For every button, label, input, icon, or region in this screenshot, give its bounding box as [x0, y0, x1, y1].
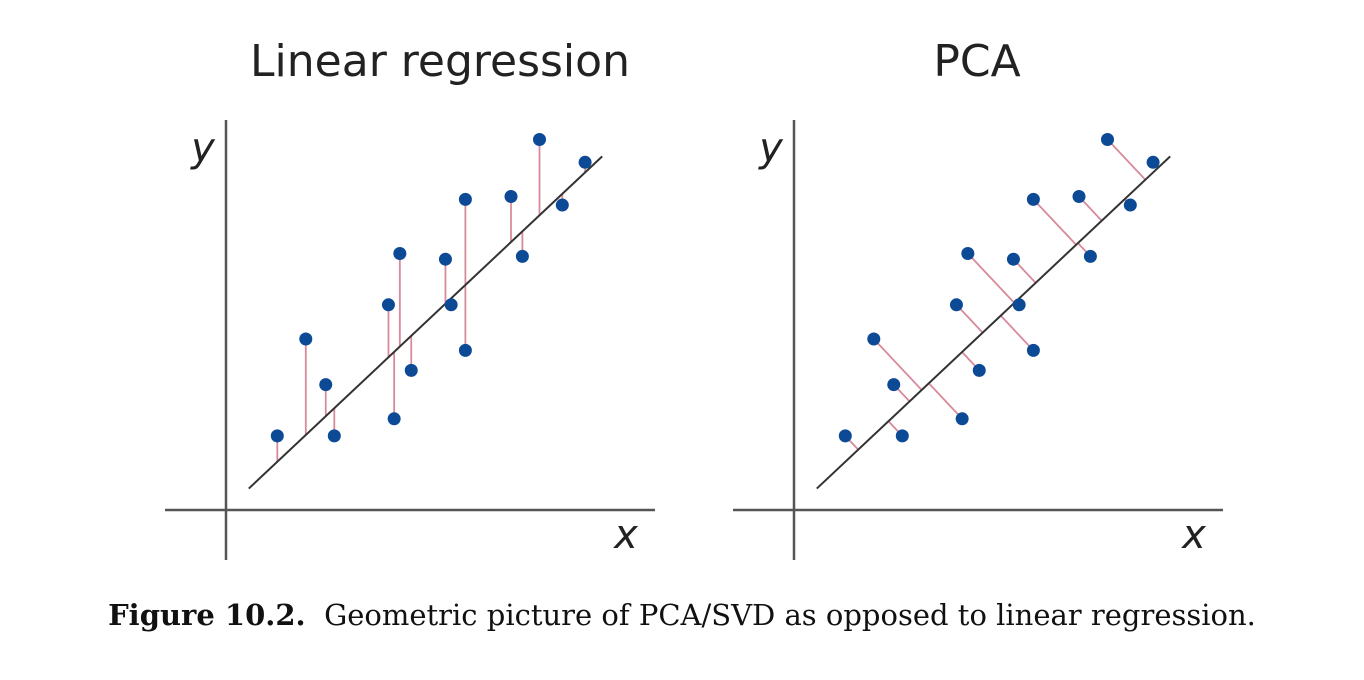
linear-regression-marks [248, 133, 603, 490]
data-point [458, 192, 472, 206]
x-axis-label: x [1180, 512, 1206, 558]
data-point [438, 252, 452, 266]
pca-marks [816, 133, 1171, 490]
data-point [1012, 298, 1026, 312]
residual-segment [1000, 315, 1035, 352]
residual-segment [873, 338, 923, 391]
y-axis-label: y [190, 125, 216, 171]
fit-line [248, 155, 603, 490]
caption-label: Figure 10.2. [108, 598, 306, 632]
data-point [444, 298, 458, 312]
residual-segment [928, 382, 963, 420]
data-point [504, 190, 518, 203]
data-point [838, 429, 852, 443]
residual-segment [1106, 138, 1146, 181]
data-point [961, 247, 975, 260]
data-point [381, 298, 395, 312]
figure-caption: Figure 10.2. Geometric picture of PCA/SV… [0, 598, 1364, 632]
data-point [327, 429, 341, 443]
fit-line [816, 155, 1171, 490]
data-point [887, 378, 901, 392]
data-point [299, 332, 313, 346]
linear-regression-title: Linear regression [250, 36, 630, 87]
data-point [387, 412, 401, 426]
data-point [555, 198, 569, 212]
data-point [1101, 133, 1114, 146]
data-point [1026, 192, 1040, 206]
data-point [955, 412, 969, 426]
pca-title: PCA [933, 36, 1020, 87]
pca-panel: PCA y x [733, 36, 1223, 560]
x-axis-label: x [612, 512, 638, 558]
data-point [270, 429, 284, 443]
caption-text: Geometric picture of PCA/SVD as opposed … [324, 598, 1256, 632]
data-point [533, 133, 546, 146]
data-point [404, 363, 418, 377]
data-point [1006, 252, 1020, 266]
data-point [1026, 343, 1040, 357]
data-point [319, 378, 333, 392]
data-point [458, 343, 472, 357]
data-point [1123, 198, 1137, 212]
data-point [1083, 249, 1097, 263]
y-axis-label: y [758, 125, 784, 171]
data-point [895, 429, 909, 443]
linear-regression-panel: Linear regression y x [165, 36, 655, 560]
data-point [578, 155, 592, 169]
data-point [949, 298, 963, 312]
residual-segment [967, 252, 1015, 304]
data-point [393, 247, 407, 260]
data-point [515, 249, 529, 263]
data-point [867, 332, 881, 346]
data-point [972, 363, 986, 377]
data-point [1146, 155, 1160, 169]
residual-segment [1032, 198, 1077, 246]
data-point [1072, 190, 1086, 203]
